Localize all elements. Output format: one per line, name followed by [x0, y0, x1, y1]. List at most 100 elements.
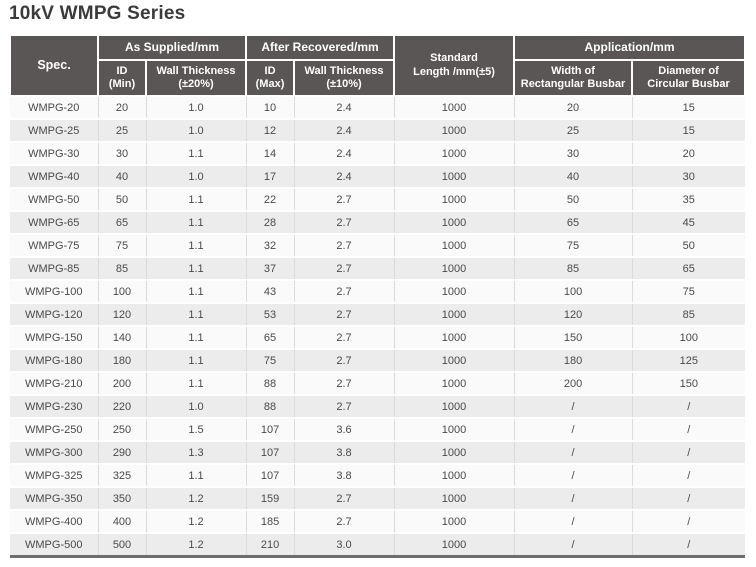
- cell-width-rectangular-busbar: 30: [514, 142, 633, 166]
- cell-width-rectangular-busbar: /: [514, 418, 633, 442]
- cell-width-rectangular-busbar: 65: [514, 211, 633, 235]
- cell-standard-length: 1000: [394, 303, 515, 327]
- wall-thickness-10-line1: Wall Thickness: [304, 64, 384, 77]
- diameter-busbar-line1: Diameter of: [658, 64, 719, 77]
- cell-diameter-circular-busbar: 85: [632, 303, 746, 327]
- cell-wall-thickness-10: 2.7: [294, 326, 395, 350]
- cell-id-max: 185: [246, 510, 295, 534]
- col-header-wall-thickness-20: Wall Thickness (±20%): [144, 59, 248, 97]
- cell-diameter-circular-busbar: /: [632, 395, 746, 419]
- cell-wall-thickness-20: 1.1: [146, 349, 247, 373]
- table-row: WMPG-75 75 1.1 32 2.7 1000 75 50: [10, 234, 746, 258]
- cell-id-max: 53: [246, 303, 295, 327]
- cell-spec: WMPG-40: [10, 165, 99, 189]
- cell-wall-thickness-20: 1.1: [146, 280, 247, 304]
- col-header-standard-length: Standard Length /mm(±5): [393, 34, 516, 97]
- cell-diameter-circular-busbar: 15: [632, 119, 746, 143]
- cell-wall-thickness-10: 2.7: [294, 487, 395, 511]
- cell-id-min: 200: [98, 372, 147, 396]
- cell-id-min: 40: [98, 165, 147, 189]
- cell-diameter-circular-busbar: 50: [632, 234, 746, 258]
- cell-spec: WMPG-210: [10, 372, 99, 396]
- cell-standard-length: 1000: [394, 257, 515, 281]
- cell-wall-thickness-20: 1.0: [146, 119, 247, 143]
- col-header-width-rectangular-busbar: Width of Rectangular Busbar: [513, 59, 634, 97]
- table-row: WMPG-500 500 1.2 210 3.0 1000//: [10, 533, 746, 558]
- table-row: WMPG-300 290 1.3 107 3.8 1000//: [10, 441, 746, 465]
- col-group-as-supplied: As Supplied/mm: [96, 34, 248, 61]
- cell-standard-length: 1000: [394, 280, 515, 304]
- id-max-line2: (Max): [255, 78, 285, 90]
- cell-wall-thickness-20: 1.2: [146, 510, 247, 534]
- cell-wall-thickness-10: 2.7: [294, 303, 395, 327]
- cell-wall-thickness-10: 2.7: [294, 280, 395, 304]
- cell-width-rectangular-busbar: /: [514, 487, 633, 511]
- cell-id-max: 17: [246, 165, 295, 189]
- cell-spec: WMPG-85: [10, 257, 99, 281]
- table-row: WMPG-50 50 1.1 22 2.7 1000 50 35: [10, 188, 746, 212]
- cell-spec: WMPG-25: [10, 119, 99, 143]
- cell-wall-thickness-20: 1.1: [146, 464, 247, 488]
- cell-standard-length: 1000: [394, 142, 515, 166]
- standard-length-line2: Length /mm(±5): [413, 65, 495, 78]
- cell-wall-thickness-20: 1.5: [146, 418, 247, 442]
- cell-wall-thickness-10: 3.8: [294, 464, 395, 488]
- table-row: WMPG-350 350 1.2 159 2.7 1000//: [10, 487, 746, 511]
- cell-width-rectangular-busbar: /: [514, 464, 633, 488]
- cell-standard-length: 1000: [394, 96, 515, 120]
- cell-id-max: 32: [246, 234, 295, 258]
- cell-id-max: 75: [246, 349, 295, 373]
- width-busbar-line2: Rectangular Busbar: [520, 78, 626, 90]
- cell-id-min: 25: [98, 119, 147, 143]
- cell-width-rectangular-busbar: 100: [514, 280, 633, 304]
- cell-diameter-circular-busbar: /: [632, 487, 746, 511]
- cell-width-rectangular-busbar: 25: [514, 119, 633, 143]
- spec-table: Spec. As Supplied/mm After Recovered/mm …: [9, 34, 747, 558]
- wall-thickness-10-line2: (±10%): [326, 78, 362, 90]
- table-row: WMPG-20 20 1.0 10 2.4 1000 20 15: [10, 96, 746, 120]
- cell-wall-thickness-20: 1.0: [146, 165, 247, 189]
- cell-spec: WMPG-50: [10, 188, 99, 212]
- cell-standard-length: 1000: [394, 349, 515, 373]
- cell-id-max: 107: [246, 464, 295, 488]
- cell-wall-thickness-20: 1.2: [146, 533, 247, 558]
- width-busbar-line1: Width of: [551, 64, 595, 77]
- header-group-row: Spec. As Supplied/mm After Recovered/mm …: [9, 34, 747, 97]
- table-row: WMPG-25 25 1.0 12 2.4 1000 25 15: [10, 119, 746, 143]
- cell-width-rectangular-busbar: /: [514, 533, 633, 558]
- cell-diameter-circular-busbar: /: [632, 441, 746, 465]
- cell-diameter-circular-busbar: /: [632, 418, 746, 442]
- cell-id-min: 325: [98, 464, 147, 488]
- cell-spec: WMPG-120: [10, 303, 99, 327]
- cell-spec: WMPG-325: [10, 464, 99, 488]
- cell-diameter-circular-busbar: 125: [632, 349, 746, 373]
- col-header-diameter-circular-busbar: Diameter of Circular Busbar: [631, 59, 747, 97]
- cell-width-rectangular-busbar: 85: [514, 257, 633, 281]
- cell-spec: WMPG-65: [10, 211, 99, 235]
- cell-standard-length: 1000: [394, 487, 515, 511]
- cell-wall-thickness-10: 2.7: [294, 372, 395, 396]
- diameter-busbar-line2: Circular Busbar: [647, 78, 730, 90]
- cell-wall-thickness-10: 2.7: [294, 211, 395, 235]
- cell-width-rectangular-busbar: /: [514, 441, 633, 465]
- cell-spec: WMPG-250: [10, 418, 99, 442]
- cell-standard-length: 1000: [394, 165, 515, 189]
- cell-id-max: 37: [246, 257, 295, 281]
- cell-id-max: 65: [246, 326, 295, 350]
- cell-id-min: 85: [98, 257, 147, 281]
- cell-id-max: 88: [246, 372, 295, 396]
- col-header-wall-thickness-10: Wall Thickness (±10%): [293, 59, 396, 97]
- col-header-spec: Spec.: [9, 34, 99, 97]
- cell-id-min: 220: [98, 395, 147, 419]
- cell-id-min: 290: [98, 441, 147, 465]
- cell-spec: WMPG-350: [10, 487, 99, 511]
- cell-diameter-circular-busbar: /: [632, 464, 746, 488]
- cell-wall-thickness-20: 1.3: [146, 441, 247, 465]
- cell-spec: WMPG-300: [10, 441, 99, 465]
- cell-diameter-circular-busbar: 20: [632, 142, 746, 166]
- standard-length-line1: Standard: [430, 52, 478, 65]
- table-row: WMPG-325 325 1.1 107 3.8 1000//: [10, 464, 746, 488]
- cell-spec: WMPG-150: [10, 326, 99, 350]
- cell-spec: WMPG-400: [10, 510, 99, 534]
- id-min-line1: ID: [116, 64, 128, 77]
